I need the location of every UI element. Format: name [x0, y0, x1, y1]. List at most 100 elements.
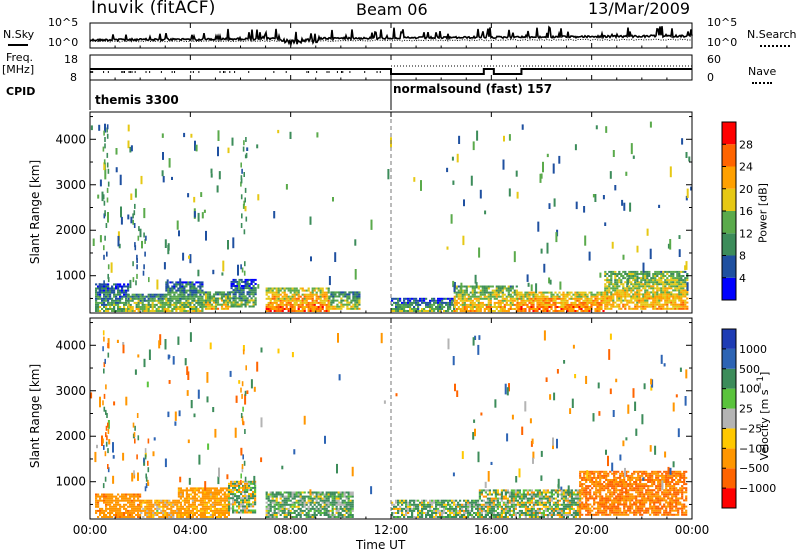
- heatmap-cell: [303, 509, 306, 512]
- heatmap-cell: [343, 507, 346, 510]
- heatmap-cell: [176, 501, 179, 504]
- heatmap-cell: [218, 293, 222, 296]
- heatmap-cell: [584, 308, 587, 310]
- heatmap-cell: [217, 516, 220, 518]
- scatter-echo: [627, 277, 630, 285]
- heatmap-cell: [189, 293, 192, 296]
- heatmap-cell: [319, 495, 322, 498]
- heatmap-cell: [538, 308, 541, 310]
- heatmap-cell: [197, 509, 200, 512]
- heatmap-cell: [612, 301, 615, 304]
- heatmap-cell: [219, 491, 222, 494]
- heatmap-cell: [212, 299, 216, 302]
- heatmap-cell: [203, 512, 206, 514]
- heatmap-cell: [634, 277, 637, 280]
- heatmap-cell: [201, 509, 204, 512]
- scatter-echo: [201, 212, 204, 219]
- heatmap-cell: [131, 297, 134, 300]
- heatmap-cell: [475, 514, 478, 516]
- heatmap-cell: [115, 514, 118, 516]
- heatmap-cell: [399, 306, 402, 308]
- heatmap-cell: [311, 501, 314, 504]
- heatmap-cell: [648, 285, 651, 288]
- heatmap-cell: [214, 293, 218, 296]
- heatmap-cell: [500, 495, 503, 498]
- scatter-echo: [200, 192, 203, 197]
- heatmap-cell: [479, 297, 482, 300]
- heatmap-cell: [208, 293, 212, 296]
- heatmap-cell: [401, 503, 404, 506]
- heatmap-cell: [491, 293, 494, 296]
- heatmap-cell: [311, 293, 314, 296]
- heatmap-cell: [652, 291, 655, 294]
- heatmap-cell: [421, 507, 424, 510]
- heatmap-cell: [514, 491, 517, 494]
- heatmap-cell: [226, 297, 230, 300]
- heatmap-cell: [395, 306, 398, 308]
- heatmap-cell: [614, 285, 617, 288]
- heatmap-cell: [449, 507, 452, 510]
- heatmap-cell: [125, 509, 128, 512]
- heatmap-cell: [441, 514, 444, 516]
- heatmap-cell: [340, 303, 343, 306]
- heatmap-cell: [323, 507, 326, 510]
- streak-echo: [105, 223, 108, 228]
- heatmap-cell: [171, 281, 174, 284]
- heatmap-cell: [191, 306, 194, 308]
- heatmap-cell: [221, 514, 224, 516]
- heatmap-cell: [522, 301, 525, 304]
- heatmap-cell: [652, 305, 655, 308]
- heatmap-cell: [315, 306, 318, 308]
- heatmap-cell: [479, 310, 482, 312]
- heatmap-cell: [467, 507, 470, 510]
- heatmap-cell: [238, 293, 241, 296]
- scatter-echo: [508, 134, 511, 141]
- heatmap-cell: [334, 299, 337, 302]
- heatmap-cell: [189, 505, 192, 508]
- heatmap-cell: [273, 495, 276, 498]
- heatmap-cell: [489, 297, 492, 300]
- heatmap-cell: [634, 281, 637, 284]
- heatmap-cell: [107, 507, 110, 510]
- heatmap-cell: [486, 493, 489, 496]
- heatmap-cell: [578, 301, 581, 304]
- heatmap-cell: [427, 501, 430, 504]
- heatmap-cell: [642, 305, 645, 308]
- heatmap-cell: [684, 295, 687, 298]
- heatmap-cell: [193, 505, 196, 508]
- heatmap-cell: [467, 512, 470, 514]
- heatmap-cell: [570, 303, 573, 306]
- heatmap-cell: [678, 277, 681, 280]
- heatmap-cell: [153, 299, 156, 302]
- heatmap-cell: [433, 507, 436, 510]
- heatmap-cell: [127, 295, 130, 298]
- heatmap-cell: [596, 306, 599, 308]
- heatmap-cell: [488, 516, 491, 518]
- heatmap-cell: [672, 270, 675, 273]
- scatter-echo: [623, 202, 626, 211]
- heatmap-cell: [213, 503, 216, 506]
- streak-echo: [103, 200, 106, 206]
- heatmap-cell: [684, 281, 687, 284]
- heatmap-cell: [281, 509, 284, 512]
- heatmap-cell: [167, 301, 170, 304]
- heatmap-cell: [459, 514, 462, 516]
- heatmap-cell: [433, 509, 436, 512]
- heatmap-cell: [347, 495, 350, 498]
- heatmap-cell: [421, 297, 424, 300]
- heatmap-cell: [97, 287, 100, 290]
- heatmap-cell: [682, 299, 685, 302]
- heatmap-cell: [546, 291, 549, 294]
- heatmap-cell: [189, 509, 192, 512]
- heatmap-cell: [606, 295, 609, 298]
- heatmap-cell: [313, 514, 316, 516]
- heatmap-cell: [658, 301, 661, 304]
- heatmap-cell: [279, 505, 282, 508]
- heatmap-cell: [201, 303, 204, 306]
- heatmap-cell: [215, 487, 218, 490]
- heatmap-cell: [490, 507, 493, 510]
- heatmap-cell: [97, 501, 100, 504]
- heatmap-cell: [95, 287, 98, 290]
- heatmap-cell: [281, 287, 284, 290]
- heatmap-cell: [437, 512, 440, 514]
